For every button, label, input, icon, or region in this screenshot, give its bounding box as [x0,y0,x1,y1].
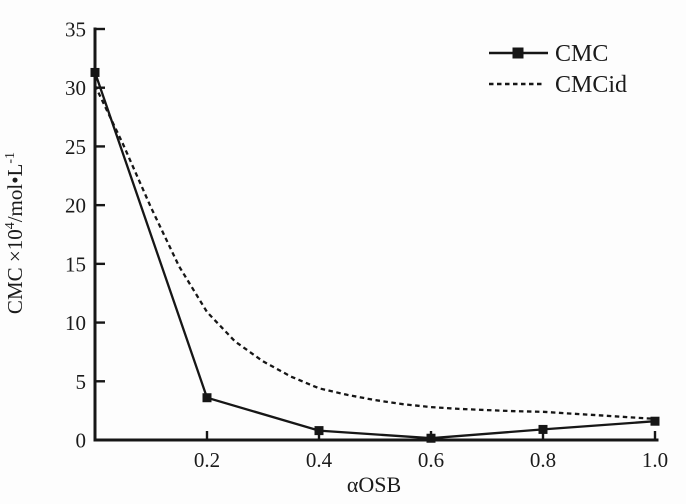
y-axis-title: CMC ×104/mol•L-1 [3,152,27,314]
data-point-marker [90,67,100,77]
x-tick-label: 0.2 [194,448,220,472]
y-tick-label: 15 [65,252,86,276]
legend-marker-sample [512,47,524,59]
y-tick-label: 35 [65,18,86,42]
axes-lines [93,27,659,442]
data-point-marker [426,433,436,443]
x-tick-label: 0.8 [530,448,556,472]
x-axis-ticks: 0.2 0.4 0.6 0.8 1.0 [194,431,668,472]
x-axis-title: αOSB [347,472,401,497]
y-tick-label: 20 [65,194,86,218]
y-tick-label: 10 [65,311,86,335]
data-point-marker [202,393,212,403]
data-point-marker [650,416,660,426]
x-tick-label: 0.6 [418,448,444,472]
series-line-CMC [93,72,656,440]
data-point-marker [314,426,324,436]
legend-label: CMC [555,41,608,67]
legend-item-CMC: CMC [489,41,608,67]
data-point-marker [538,424,548,434]
y-tick-label: 5 [76,370,87,394]
y-axis-ticks: 0 5 10 15 20 25 30 35 [65,18,105,453]
x-tick-label: 1.0 [642,448,668,472]
series-markers-CMC [90,67,660,443]
y-tick-label: 25 [65,135,86,159]
legend: CMC CMCid [489,41,627,98]
y-tick-label: 0 [76,429,87,453]
y-tick-label: 30 [65,76,86,100]
series-line-CMCid [93,84,656,421]
legend-item-CMCid: CMCid [489,72,627,98]
legend-label: CMCid [555,72,627,98]
x-tick-label: 0.4 [306,448,333,472]
